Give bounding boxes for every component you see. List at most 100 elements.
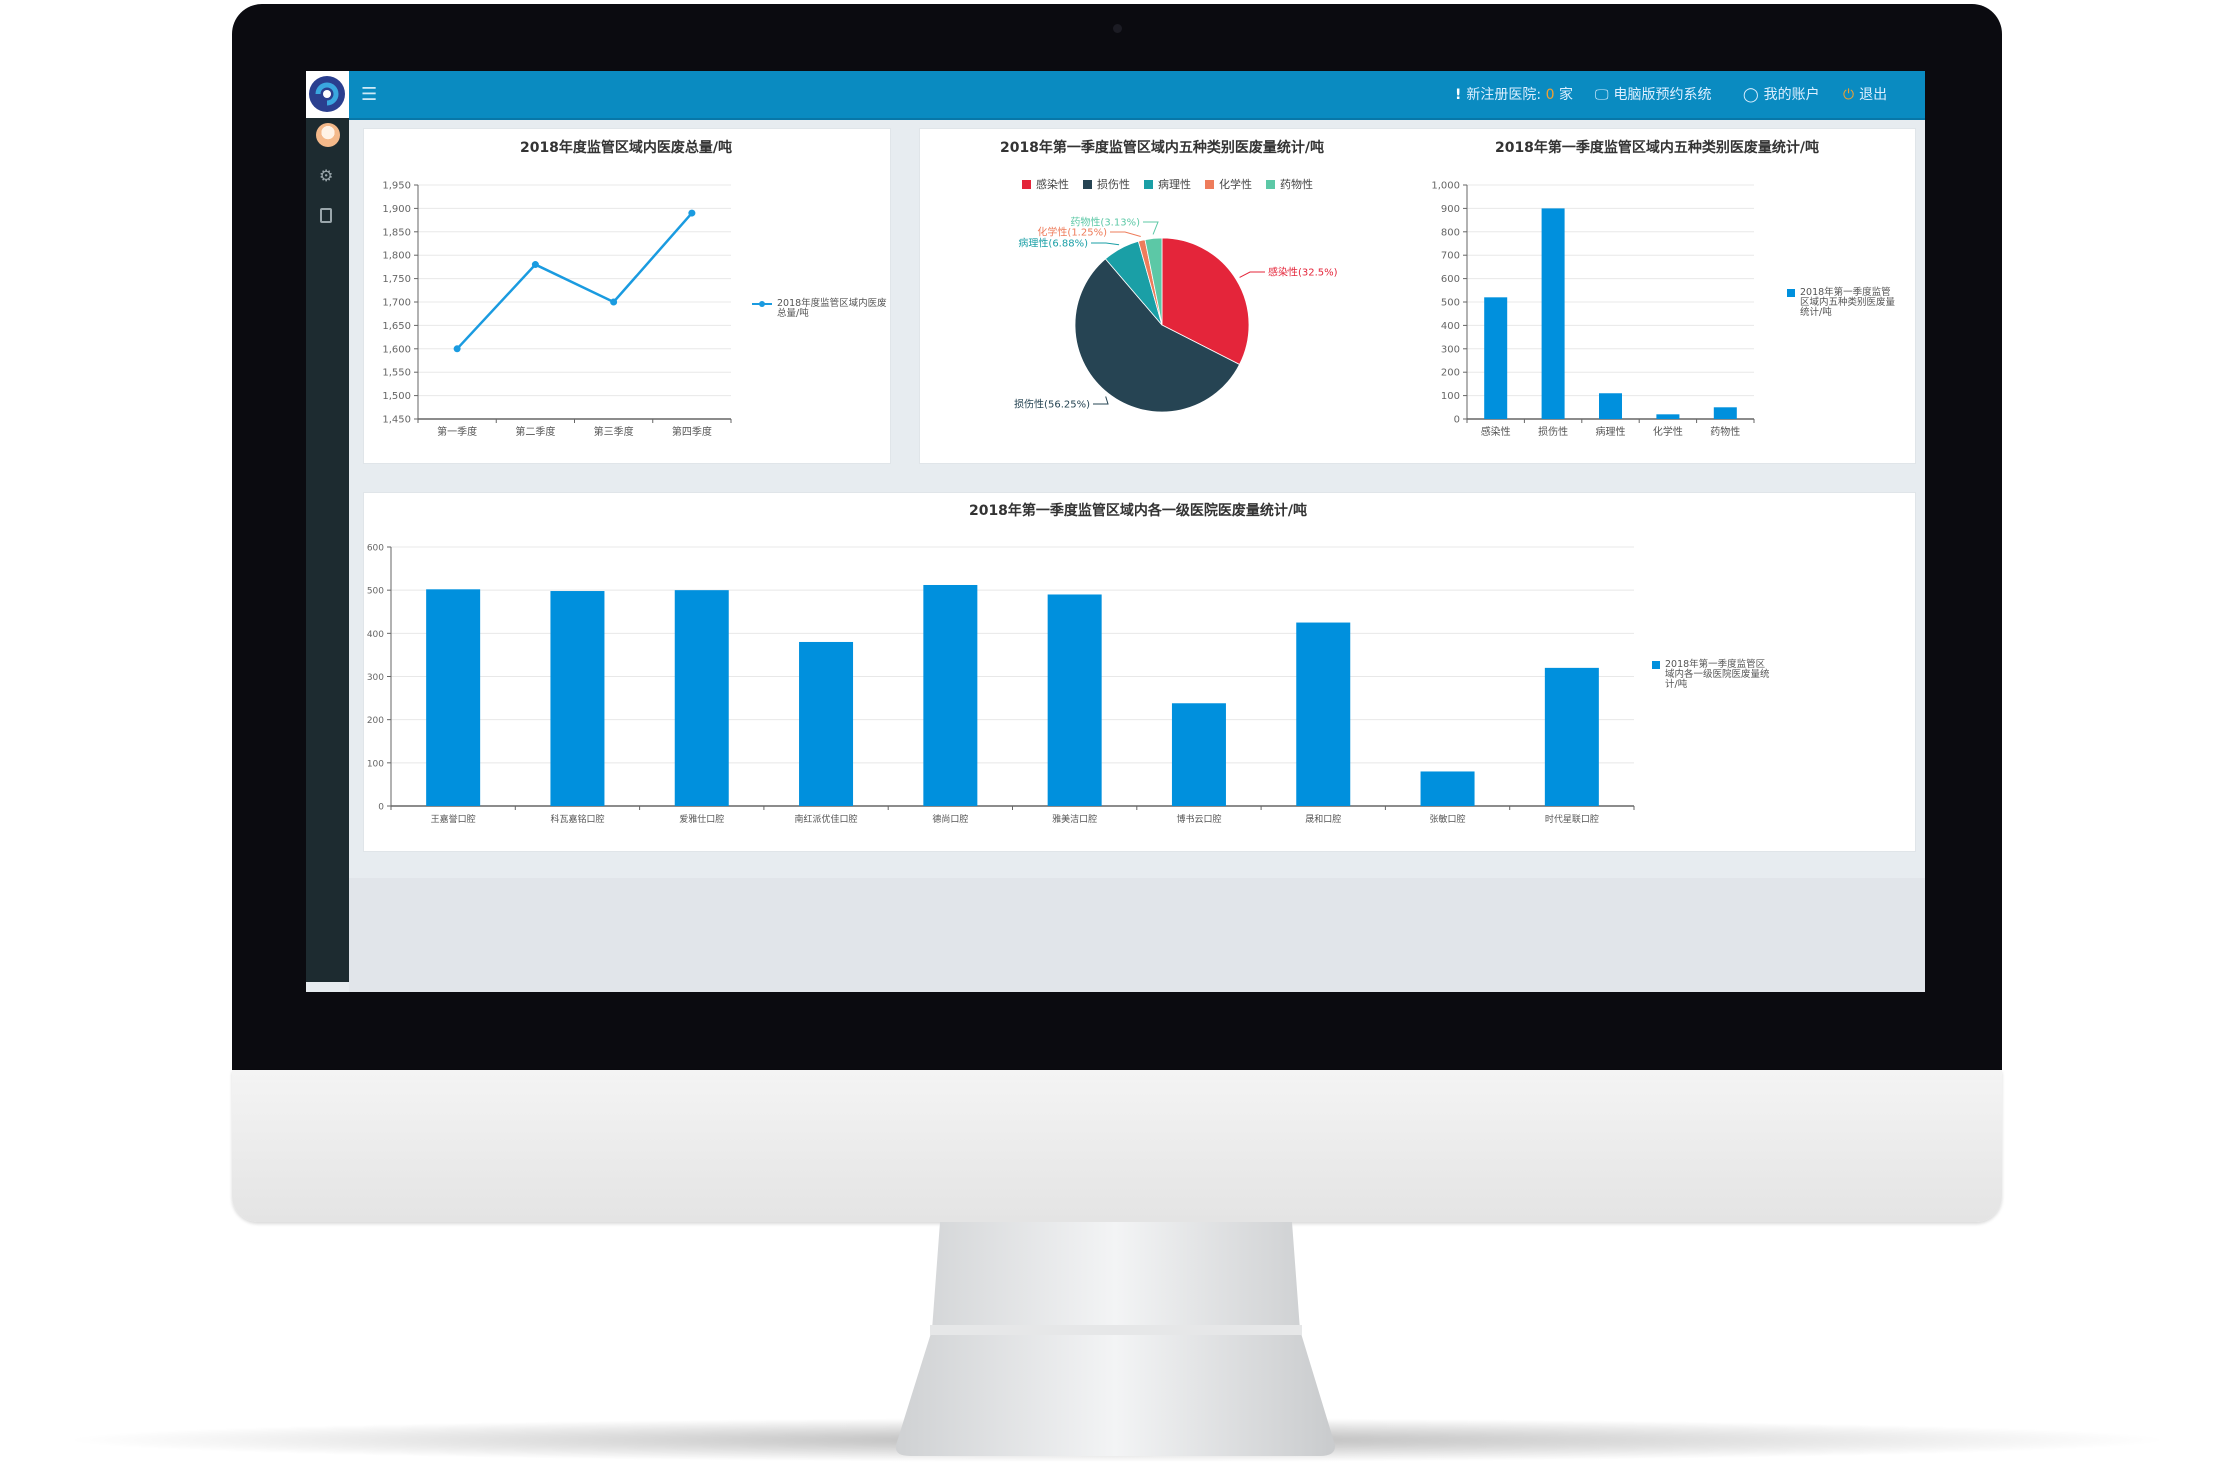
pie-legend-label: 化学性 — [1219, 178, 1252, 191]
pie-label-leader — [1239, 271, 1265, 278]
pie-legend-item[interactable]: 损伤性 — [1083, 178, 1130, 191]
avatar-icon[interactable] — [316, 123, 340, 147]
pie-legend-item[interactable]: 化学性 — [1205, 178, 1252, 191]
pc-booking-label: 电脑版预约系统 — [1613, 87, 1712, 103]
x-tick-label: 损伤性 — [1538, 425, 1568, 438]
y-tick-label: 0 — [378, 803, 384, 813]
content-footer-band — [349, 878, 1925, 992]
y-tick-label: 1,750 — [382, 274, 411, 285]
monitor-chin — [232, 1070, 2002, 1222]
line-data-point — [531, 261, 539, 269]
y-tick-label: 1,000 — [1431, 181, 1460, 192]
hospital-bar-chart-title: 2018年第一季度监管区域内各一级医院医废量统计/吨 — [968, 503, 1308, 519]
sidebar: ⚙ — [306, 118, 349, 982]
pie-chart-title: 2018年第一季度监管区域内五种类别医废量统计/吨 — [999, 140, 1325, 156]
bar — [1420, 771, 1475, 806]
y-tick-label: 1,500 — [382, 391, 411, 402]
y-tick-label: 800 — [1441, 227, 1460, 238]
pie-slice — [1161, 237, 1250, 366]
y-tick-label: 1,900 — [382, 204, 411, 215]
hospital-bar-legend[interactable]: 2018年第一季度监管区域内各一级医院医废量统计/吨 — [1652, 660, 1777, 694]
monitor-icon: 🖵 — [1595, 87, 1609, 103]
new-hospital-notice[interactable]: ! 新注册医院: 0 家 — [1455, 84, 1573, 104]
y-tick-label: 200 — [367, 716, 384, 726]
logo[interactable] — [306, 71, 349, 118]
legend-swatch — [1787, 289, 1795, 297]
bar — [1713, 407, 1737, 419]
user-icon: ◯ — [1743, 87, 1759, 103]
pie-label-leader — [1093, 396, 1109, 405]
y-tick-label: 1,550 — [382, 368, 411, 379]
bar — [1656, 414, 1680, 419]
category-bar-legend[interactable]: 2018年第一季度监管区域内五种类别医废量统计/吨 — [1787, 288, 1912, 322]
x-tick-label: 南红派优佳口腔 — [795, 813, 858, 825]
pie-slice-label: 损伤性(56.25%) — [1014, 398, 1090, 411]
legend-swatch — [1144, 180, 1153, 189]
pie-label-leader — [1091, 242, 1120, 246]
bar — [1171, 703, 1226, 806]
y-tick-label: 0 — [1454, 415, 1460, 426]
legend-swatch — [1022, 180, 1031, 189]
pie-legend-label: 病理性 — [1158, 178, 1191, 191]
logout-label: 退出 — [1859, 87, 1888, 103]
pie-slice-label: 病理性(6.88%) — [1018, 237, 1088, 250]
y-tick-label: 300 — [367, 673, 384, 683]
y-tick-label: 900 — [1441, 204, 1460, 215]
pie-slice-label: 化学性(1.25%) — [1037, 226, 1107, 239]
x-tick-label: 雅美洁口腔 — [1052, 813, 1097, 825]
y-tick-label: 1,450 — [382, 415, 411, 426]
x-tick-label: 第一季度 — [437, 425, 477, 438]
screen: ☰ ! 新注册医院: 0 家 🖵 电脑版预约系统 ◯ 我的账户 ⏻ 退出 ⚙ — [306, 71, 1925, 992]
x-tick-label: 王嘉誉口腔 — [431, 813, 476, 825]
line-chart-legend[interactable]: 2018年度监管区域内医废总量/吨 — [752, 298, 889, 321]
pie-legend-item[interactable]: 药物性 — [1266, 178, 1313, 191]
line-series — [456, 212, 693, 350]
logout-link[interactable]: ⏻ 退出 — [1843, 84, 1887, 104]
legend-swatch — [1652, 661, 1660, 669]
line-legend-label: 2018年度监管区域内医废总量/吨 — [777, 298, 887, 319]
bar — [550, 591, 605, 806]
pie-label-leader — [1143, 221, 1159, 235]
y-tick-label: 400 — [367, 630, 384, 640]
my-account-link[interactable]: ◯ 我的账户 — [1743, 84, 1820, 104]
y-tick-label: 700 — [1441, 251, 1460, 262]
pie-legend-item[interactable]: 感染性 — [1022, 178, 1069, 191]
power-icon: ⏻ — [1843, 87, 1855, 103]
x-tick-label: 张敏口腔 — [1430, 813, 1466, 825]
y-tick-label: 300 — [1441, 344, 1460, 355]
bar — [1047, 594, 1102, 806]
my-account-label: 我的账户 — [1763, 87, 1820, 103]
x-tick-label: 药物性 — [1710, 425, 1740, 438]
bar — [674, 590, 729, 806]
new-hospital-count: 0 — [1545, 87, 1555, 103]
x-tick-label: 第三季度 — [594, 425, 634, 438]
y-tick-label: 1,650 — [382, 321, 411, 332]
x-tick-label: 时代星联口腔 — [1545, 813, 1599, 825]
y-tick-label: 500 — [1441, 298, 1460, 309]
category-bar-chart-title: 2018年第一季度监管区域内五种类别医废量统计/吨 — [1494, 140, 1820, 156]
pie-slice — [1144, 237, 1163, 326]
bar — [1484, 297, 1508, 419]
y-tick-label: 1,600 — [382, 344, 411, 355]
line-data-point — [610, 298, 618, 306]
hamburger-menu-icon[interactable]: ☰ — [361, 84, 378, 105]
exclamation-icon: ! — [1455, 87, 1462, 103]
pie-legend-item[interactable]: 病理性 — [1144, 178, 1191, 191]
pie-slice — [1074, 258, 1241, 413]
y-tick-label: 200 — [1441, 368, 1460, 379]
pie-legend-label: 药物性 — [1280, 178, 1313, 191]
bar — [923, 584, 978, 806]
gear-icon[interactable]: ⚙ — [319, 166, 334, 185]
x-tick-label: 德尚口腔 — [932, 813, 968, 825]
pc-booking-link[interactable]: 🖵 电脑版预约系统 — [1595, 84, 1712, 104]
top-navbar: ☰ ! 新注册医院: 0 家 🖵 电脑版预约系统 ◯ 我的账户 ⏻ 退出 — [306, 71, 1925, 120]
bar — [1541, 208, 1565, 419]
y-tick-label: 500 — [367, 587, 384, 597]
y-tick-label: 1,850 — [382, 227, 411, 238]
clipboard-icon[interactable] — [320, 208, 332, 223]
y-tick-label: 100 — [367, 759, 384, 769]
bar — [1296, 622, 1351, 806]
x-tick-label: 第二季度 — [515, 425, 555, 438]
stand-highlight — [930, 1325, 1302, 1335]
